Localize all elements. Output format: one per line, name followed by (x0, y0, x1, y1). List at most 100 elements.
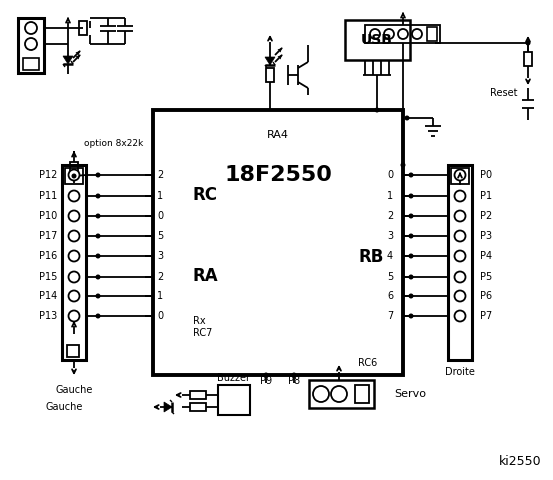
Text: 5: 5 (156, 231, 163, 241)
Bar (345, 20, 410, 60)
Bar (18, 18, 44, 73)
Text: P2: P2 (480, 211, 492, 221)
Circle shape (455, 251, 466, 262)
Text: 0: 0 (387, 170, 393, 180)
Bar (365, 25, 440, 43)
Text: P16: P16 (39, 251, 57, 261)
Text: P4: P4 (480, 251, 492, 261)
Text: 1: 1 (157, 291, 163, 301)
Text: 6: 6 (387, 291, 393, 301)
Circle shape (69, 230, 80, 241)
Circle shape (409, 275, 414, 279)
Circle shape (96, 193, 101, 199)
Text: 1: 1 (387, 191, 393, 201)
Text: P8: P8 (288, 376, 300, 386)
Text: RC7: RC7 (193, 328, 212, 338)
Text: P15: P15 (39, 272, 57, 282)
Text: Droite: Droite (445, 367, 475, 377)
Circle shape (69, 290, 80, 301)
Circle shape (525, 40, 530, 46)
Circle shape (455, 169, 466, 180)
Circle shape (400, 163, 405, 168)
Bar (65, 168, 83, 184)
Circle shape (69, 169, 80, 180)
Text: 0: 0 (157, 211, 163, 221)
Circle shape (291, 372, 296, 377)
Bar (67, 345, 79, 357)
Text: P1: P1 (480, 191, 492, 201)
Circle shape (69, 251, 80, 262)
Circle shape (71, 173, 76, 179)
Bar (524, 52, 532, 66)
Circle shape (96, 313, 101, 319)
Text: 3: 3 (387, 231, 393, 241)
Bar (266, 68, 274, 82)
Circle shape (455, 311, 466, 322)
Circle shape (96, 275, 101, 279)
Text: P7: P7 (480, 311, 492, 321)
Text: 0: 0 (157, 311, 163, 321)
Text: Gauche: Gauche (45, 402, 83, 412)
Text: P9: P9 (260, 376, 272, 386)
Bar (23, 58, 39, 70)
Circle shape (370, 29, 380, 39)
Circle shape (455, 290, 466, 301)
Circle shape (409, 172, 414, 178)
Polygon shape (265, 57, 275, 65)
Polygon shape (63, 56, 73, 64)
Circle shape (263, 372, 269, 377)
Circle shape (331, 386, 347, 402)
Bar (190, 403, 206, 411)
Text: 4: 4 (387, 251, 393, 261)
Text: 1: 1 (157, 191, 163, 201)
Text: 2: 2 (156, 170, 163, 180)
Text: P3: P3 (480, 231, 492, 241)
Text: P11: P11 (39, 191, 57, 201)
Text: P14: P14 (39, 291, 57, 301)
Text: RB: RB (358, 248, 383, 265)
Text: P6: P6 (480, 291, 492, 301)
Circle shape (96, 233, 101, 239)
Text: Servo: Servo (394, 389, 426, 399)
Text: 2: 2 (156, 272, 163, 282)
Circle shape (96, 253, 101, 259)
Bar (218, 385, 250, 415)
Circle shape (409, 253, 414, 259)
Bar (451, 168, 469, 184)
Text: RA: RA (193, 267, 218, 285)
Circle shape (69, 211, 80, 221)
Text: 2: 2 (387, 211, 393, 221)
Circle shape (25, 22, 37, 34)
Bar (70, 162, 78, 176)
Bar (427, 27, 437, 41)
Circle shape (69, 272, 80, 283)
Text: 7: 7 (387, 311, 393, 321)
Text: P0: P0 (480, 170, 492, 180)
Circle shape (384, 29, 394, 39)
Circle shape (455, 230, 466, 241)
Text: Rx: Rx (193, 316, 206, 326)
Circle shape (96, 214, 101, 218)
Circle shape (409, 193, 414, 199)
Circle shape (455, 211, 466, 221)
Text: P13: P13 (39, 311, 57, 321)
Text: P10: P10 (39, 211, 57, 221)
Bar (309, 380, 374, 408)
Circle shape (409, 233, 414, 239)
Circle shape (96, 293, 101, 299)
Circle shape (409, 313, 414, 319)
Circle shape (398, 29, 408, 39)
Bar (153, 110, 403, 375)
Circle shape (69, 191, 80, 202)
Bar (190, 391, 206, 399)
Circle shape (455, 272, 466, 283)
Text: 18F2550: 18F2550 (224, 165, 332, 185)
Text: Gauche: Gauche (55, 385, 93, 395)
Bar (62, 165, 86, 360)
Text: RC6: RC6 (358, 358, 377, 368)
Text: option 8x22k: option 8x22k (84, 139, 143, 147)
Text: USB: USB (361, 33, 393, 47)
Circle shape (25, 38, 37, 50)
Text: ki2550: ki2550 (498, 455, 541, 468)
Text: P5: P5 (480, 272, 492, 282)
